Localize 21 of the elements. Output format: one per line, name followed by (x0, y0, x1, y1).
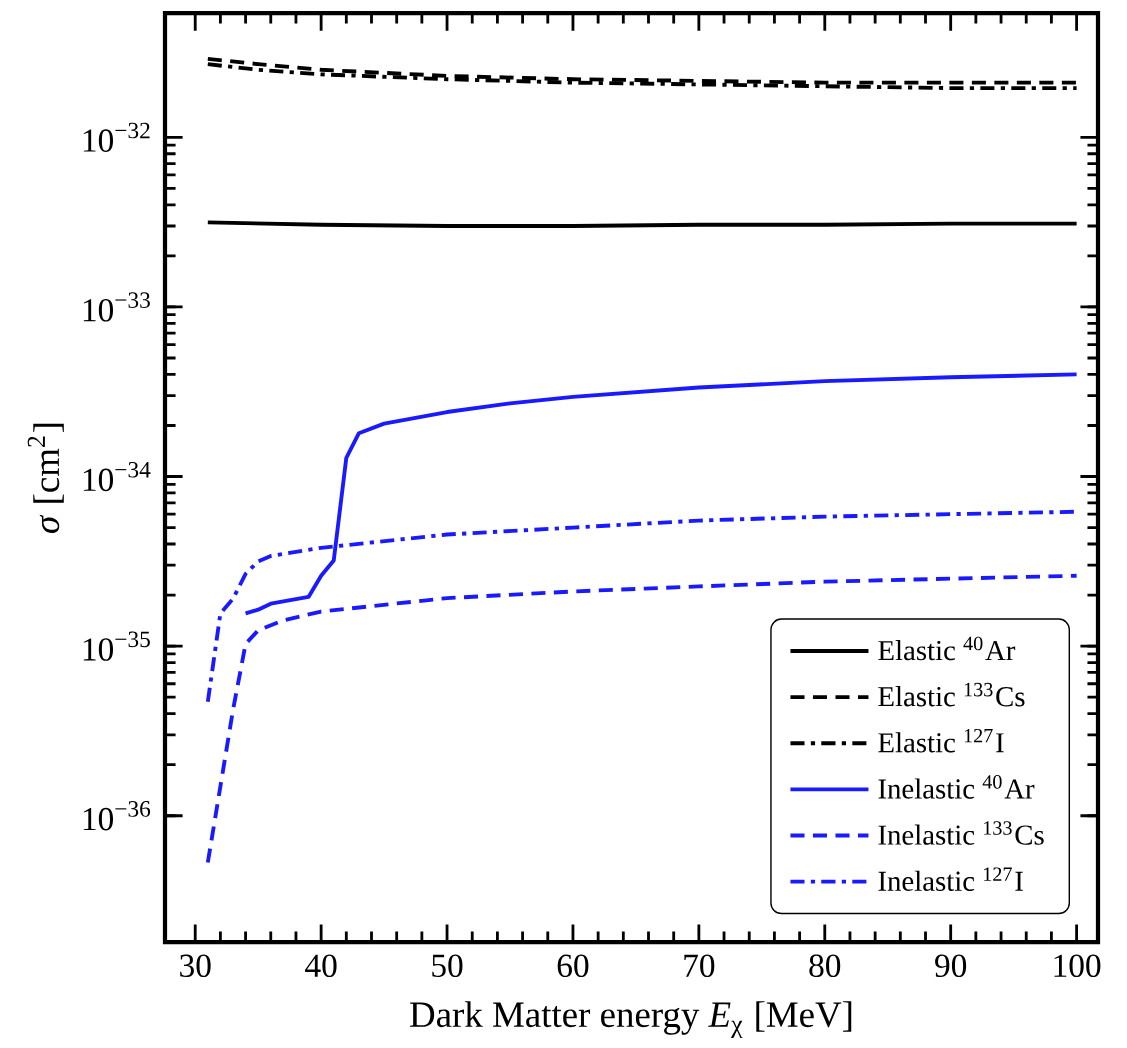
legend-label: Inelastic $^{133}$Cs (878, 821, 1044, 845)
y-tick-label: 10$^{−34}$ (83, 461, 151, 492)
legend-label: Inelastic $^{40}$Ar (878, 775, 1035, 799)
y-tick-label: 10$^{−33}$ (83, 292, 150, 322)
legend-label: Inelastic $^{127}$I (878, 867, 1023, 891)
legend-label: Elastic $^{133}$Cs (878, 682, 1025, 707)
x-tick-label: 70 (684, 954, 715, 978)
y-tick-label: 10$^{−35}$ (83, 631, 150, 661)
x-tick-label: 100 (1054, 954, 1101, 978)
y-tick-label: 10$^{−32}$ (83, 122, 150, 152)
x-tick-label: 80 (809, 954, 841, 978)
x-tick-label: 60 (557, 954, 589, 978)
x-tick-label: 50 (432, 954, 463, 978)
x-tick-label: 90 (935, 954, 967, 978)
legend-label: Elastic $^{40}$Ar (878, 636, 1016, 661)
x-tick-label: 40 (305, 954, 337, 978)
x-axis-title: Dark Matter energy E$_{χ}$ [MeV] (410, 1001, 852, 1039)
y-axis-title: σ [cm$^{2}$] (27, 423, 64, 533)
legend-label: Elastic $^{127}$I (878, 728, 1004, 753)
y-tick-label: 10$^{−36}$ (83, 801, 151, 831)
x-tick-label: 30 (180, 954, 211, 978)
